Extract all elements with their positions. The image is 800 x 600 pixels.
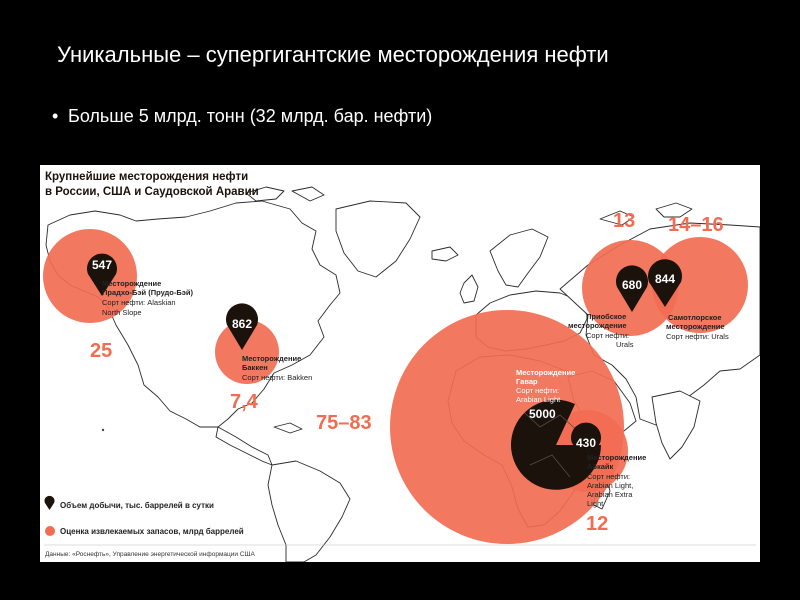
label-line: Приобское: [586, 312, 626, 321]
map-dot: [101, 428, 105, 432]
south-america: [267, 460, 351, 562]
label-line: Месторождение: [516, 368, 575, 377]
label-line: Месторождение: [242, 354, 301, 363]
label-line: Сорт нефти:: [587, 472, 630, 481]
label-line: Сорт нефти:: [516, 386, 559, 395]
production-value-priobskoye: 680: [622, 278, 642, 292]
label-line: Месторождение: [102, 279, 161, 288]
reserves-value-bakken: 7,4: [230, 391, 259, 413]
reserves-circle-samotlor: [652, 237, 748, 333]
label-line: Arabian Light: [516, 395, 561, 404]
legend-production-icon: [44, 495, 55, 510]
production-value-abqaiq: 430: [576, 436, 596, 450]
label-line: месторождение: [666, 322, 725, 331]
label-line: Сорт нефти: Urals: [666, 332, 729, 341]
oil-fields-map: 547 862 5000 430 680 844 25 7,4 75–83 12…: [40, 165, 760, 562]
field-label-ghawar: Месторождение Гавар Сорт нефти: Arabian …: [516, 368, 577, 404]
reserves-value-priobskoye: 13: [613, 210, 635, 232]
production-pins: [87, 253, 682, 465]
pin-bakken: [226, 303, 258, 350]
label-line: месторождение: [568, 321, 627, 330]
label-line: Гавар: [516, 377, 538, 386]
bullet-marker: •: [52, 106, 59, 126]
reserves-value-ghawar: 75–83: [316, 412, 372, 434]
field-label-samotlor: Самотлорское месторождение Сорт нефти: U…: [666, 313, 729, 341]
label-line: Light: [587, 499, 604, 508]
caribbean: [273, 422, 303, 434]
arctic-islands-b: [655, 202, 693, 218]
legend-reserves-label: Оценка извлекаемых запасов, млрд барреле…: [60, 527, 244, 536]
map-svg: 547 862 5000 430 680 844 25 7,4 75–83 12…: [43, 171, 760, 562]
source-note: Данные: «Роснефть», Управление энергетич…: [45, 550, 255, 558]
label-line: Баккен: [242, 363, 268, 372]
pin-samotlor: [648, 259, 682, 307]
arctic-islands-c: [245, 186, 285, 202]
label-line: Самотлорское: [668, 313, 722, 322]
central-america: [215, 426, 273, 466]
bullet-text: Больше 5 млрд. тонн (32 млрд. бар. нефти…: [68, 106, 433, 126]
production-value-samotlor: 844: [655, 272, 675, 286]
map-title-line1: Крупнейшие месторождения нефти: [45, 171, 248, 183]
label-line: North Slope: [102, 308, 142, 317]
arctic-islands-a: [599, 210, 635, 226]
reserves-value-prudhoe: 25: [90, 340, 112, 362]
iceland: [431, 246, 459, 262]
pin-abqaiq: [571, 422, 601, 465]
label-line: Абкайк: [587, 462, 613, 471]
production-value-ghawar: 5000: [529, 407, 556, 421]
bullet-item: • Больше 5 млрд. тонн (32 млрд. бар. нефт…: [52, 106, 432, 127]
field-label-priobskoye: Приобское месторождение Сорт нефти: Ural…: [568, 312, 634, 349]
legend: Объем добычи, тыс. баррелей в сутки Оцен…: [44, 495, 244, 536]
label-line: Сорт нефти: Bakken: [242, 373, 312, 382]
legend-production-label: Объем добычи, тыс. баррелей в сутки: [60, 501, 214, 510]
arctic-islands-d: [291, 186, 325, 202]
legend-reserves-icon: [45, 526, 55, 536]
reserves-circle-bakken: [215, 320, 279, 384]
label-line: Месторождение: [587, 453, 646, 462]
map-borders-in-pie: [515, 404, 581, 478]
reserves-value-abqaiq: 12: [586, 513, 608, 535]
production-value-prudhoe: 547: [92, 258, 112, 272]
field-label-prudhoe: Месторождение Прадхо-Бэй (Прудо-Бэй) Сор…: [102, 279, 195, 317]
label-line: Arabian Extra: [587, 490, 633, 499]
india-subcontinent: [651, 390, 701, 460]
scandinavia: [489, 228, 549, 288]
field-label-bakken: Месторождение Баккен Сорт нефти: Bakken: [242, 354, 312, 382]
field-label-abqaiq: Месторождение Абкайк Сорт нефти: Arabian…: [587, 453, 648, 508]
label-line: Urals: [616, 340, 634, 349]
british-isles: [459, 274, 479, 304]
greenland: [335, 200, 421, 278]
label-line: Arabian Light,: [587, 481, 633, 490]
reserves-value-samotlor: 14–16: [668, 214, 724, 236]
label-line: Сорт нефти:: [586, 331, 629, 340]
label-line: Сорт нефти: Alaskian: [102, 298, 176, 307]
label-line: Прадхо-Бэй (Прудо-Бэй): [102, 288, 194, 297]
production-pie-ghawar: [511, 399, 601, 490]
pin-priobskoye: [616, 265, 648, 312]
map-title-line2: в России, США и Саудовской Аравии: [45, 186, 259, 198]
production-value-bakken: 862: [232, 317, 252, 331]
slide-title: Уникальные – супергигантские месторожден…: [57, 42, 609, 67]
pin-prudhoe: [87, 253, 117, 296]
